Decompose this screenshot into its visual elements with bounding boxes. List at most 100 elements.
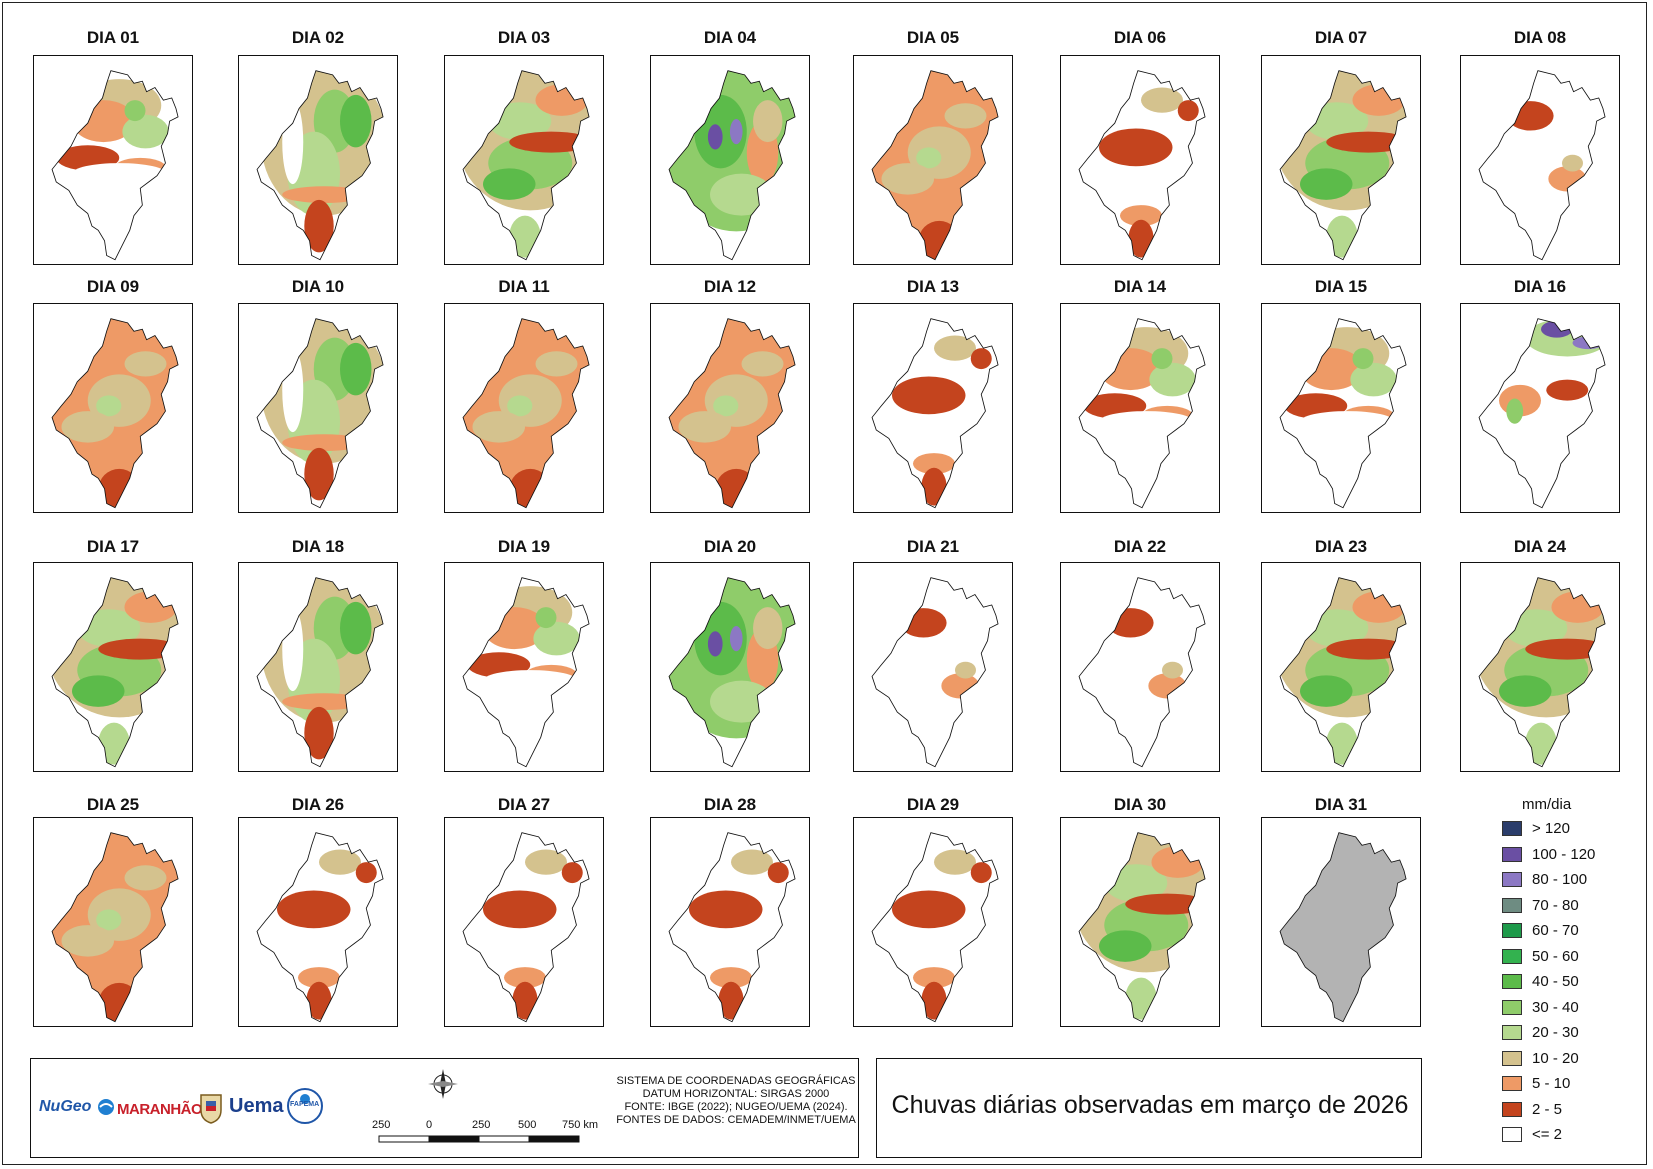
rainfall-zone xyxy=(741,351,784,377)
rainfall-zone xyxy=(509,215,541,258)
state-rainfall-map xyxy=(51,318,179,509)
rainfall-zone xyxy=(355,862,377,884)
day-map-panel xyxy=(33,562,193,772)
day-map-panel xyxy=(1460,303,1620,513)
state-outline xyxy=(1279,832,1407,1023)
rainfall-zone xyxy=(707,124,723,150)
rainfall-zone xyxy=(340,94,372,148)
rainfall-zone xyxy=(1120,205,1162,227)
rainfall-zone xyxy=(1141,87,1183,113)
rainfall-zone xyxy=(767,862,789,884)
legend-label: 50 - 60 xyxy=(1532,947,1579,965)
legend-label: 70 - 80 xyxy=(1532,896,1579,914)
rainfall-zone xyxy=(507,395,533,417)
title-box: Chuvas diárias observadas em março de 20… xyxy=(876,1058,1422,1158)
day-title: DIA 03 xyxy=(497,28,551,47)
day-title: DIA 02 xyxy=(291,28,345,47)
state-rainfall-map xyxy=(1279,577,1407,768)
rainfall-zone xyxy=(713,395,739,417)
day-map-panel xyxy=(853,55,1013,265)
day-title: DIA 23 xyxy=(1314,537,1368,556)
rainfall-zone xyxy=(282,607,304,692)
rainfall-zone xyxy=(1151,348,1173,370)
rainfall-zone xyxy=(304,706,334,760)
rainfall-zone xyxy=(98,638,179,660)
state-rainfall-map xyxy=(462,577,590,768)
rainfall-zone xyxy=(304,447,334,501)
day-map-panel xyxy=(444,562,604,772)
day-title: DIA 30 xyxy=(1113,795,1167,814)
scale-bar: 250 0 250 500 750 km xyxy=(372,1119,608,1149)
rainfall-zone xyxy=(1350,362,1397,397)
day-map-panel xyxy=(1261,817,1421,1027)
rainfall-zone xyxy=(710,680,773,723)
state-rainfall-map xyxy=(256,577,384,768)
rainfall-zone xyxy=(913,967,955,989)
rainfall-zone xyxy=(1352,591,1405,623)
state-rainfall-map xyxy=(668,832,796,1023)
rainfall-zone xyxy=(1300,675,1353,707)
rainfall-zone xyxy=(535,84,588,116)
state-outline xyxy=(871,577,999,768)
day-map-panel xyxy=(1261,55,1421,265)
legend-swatch xyxy=(1502,872,1522,887)
state-outline xyxy=(1478,577,1606,768)
day-map-panel xyxy=(650,817,810,1027)
day-title: DIA 17 xyxy=(86,537,140,556)
rainfall-zone xyxy=(1507,101,1554,131)
rainfall-zone xyxy=(900,608,947,638)
legend-title: mm/dia xyxy=(1522,796,1572,813)
rainfall-zone xyxy=(1525,318,1606,357)
state-outline xyxy=(256,577,384,768)
state-rainfall-map xyxy=(256,832,384,1023)
state-outline xyxy=(462,318,590,509)
day-title: DIA 18 xyxy=(291,537,345,556)
state-rainfall-map xyxy=(1078,577,1206,768)
day-title: DIA 24 xyxy=(1513,537,1567,556)
state-outline xyxy=(871,318,999,509)
rainfall-zone xyxy=(1326,215,1358,258)
state-rainfall-map xyxy=(1078,70,1206,261)
rainfall-zone xyxy=(1177,100,1199,122)
rainfall-zone xyxy=(282,348,304,433)
rainfall-zone xyxy=(1300,168,1353,200)
day-title: DIA 13 xyxy=(906,277,960,296)
state-outline xyxy=(1279,70,1407,261)
day-map-panel xyxy=(853,817,1013,1027)
day-map-panel xyxy=(238,303,398,513)
state-rainfall-map xyxy=(871,832,999,1023)
state-outline xyxy=(256,318,384,509)
state-outline xyxy=(1078,832,1206,1023)
state-rainfall-map xyxy=(462,832,590,1023)
rainfall-zone xyxy=(678,411,731,443)
legend-swatch xyxy=(1502,1025,1522,1040)
state-rainfall-map xyxy=(51,70,179,261)
crs-line: FONTES DE DADOS: CEMADEM/INMET/UEMA xyxy=(616,1114,856,1126)
state-rainfall-map xyxy=(668,577,796,768)
maranhao-logo: MARANHÃO xyxy=(117,1101,203,1118)
day-map-panel xyxy=(650,55,810,265)
day-title: DIA 08 xyxy=(1513,28,1567,47)
day-map-panel xyxy=(1060,303,1220,513)
state-rainfall-map xyxy=(462,70,590,261)
state-rainfall-map xyxy=(1078,832,1206,1023)
legend-label: 100 - 120 xyxy=(1532,845,1596,863)
rainfall-zone xyxy=(1546,379,1589,401)
rainfall-zone xyxy=(306,981,332,1020)
state-outline xyxy=(1279,577,1407,768)
day-title: DIA 15 xyxy=(1314,277,1368,296)
state-rainfall-map xyxy=(871,70,999,261)
map-title: Chuvas diárias observadas em março de 20… xyxy=(891,1091,1409,1119)
day-map-panel xyxy=(1261,303,1421,513)
rainfall-zone xyxy=(535,607,557,629)
day-title: DIA 11 xyxy=(498,277,550,296)
legend-label: 10 - 20 xyxy=(1532,1049,1579,1067)
legend-swatch xyxy=(1502,897,1522,913)
rainfall-zone xyxy=(710,173,773,216)
scale-label: 250 xyxy=(472,1119,491,1131)
state-outline xyxy=(462,577,590,768)
rainfall-zone xyxy=(535,351,578,377)
state-outline xyxy=(871,70,999,261)
state-rainfall-map xyxy=(462,318,590,509)
rainfall-zone xyxy=(1125,977,1157,1020)
